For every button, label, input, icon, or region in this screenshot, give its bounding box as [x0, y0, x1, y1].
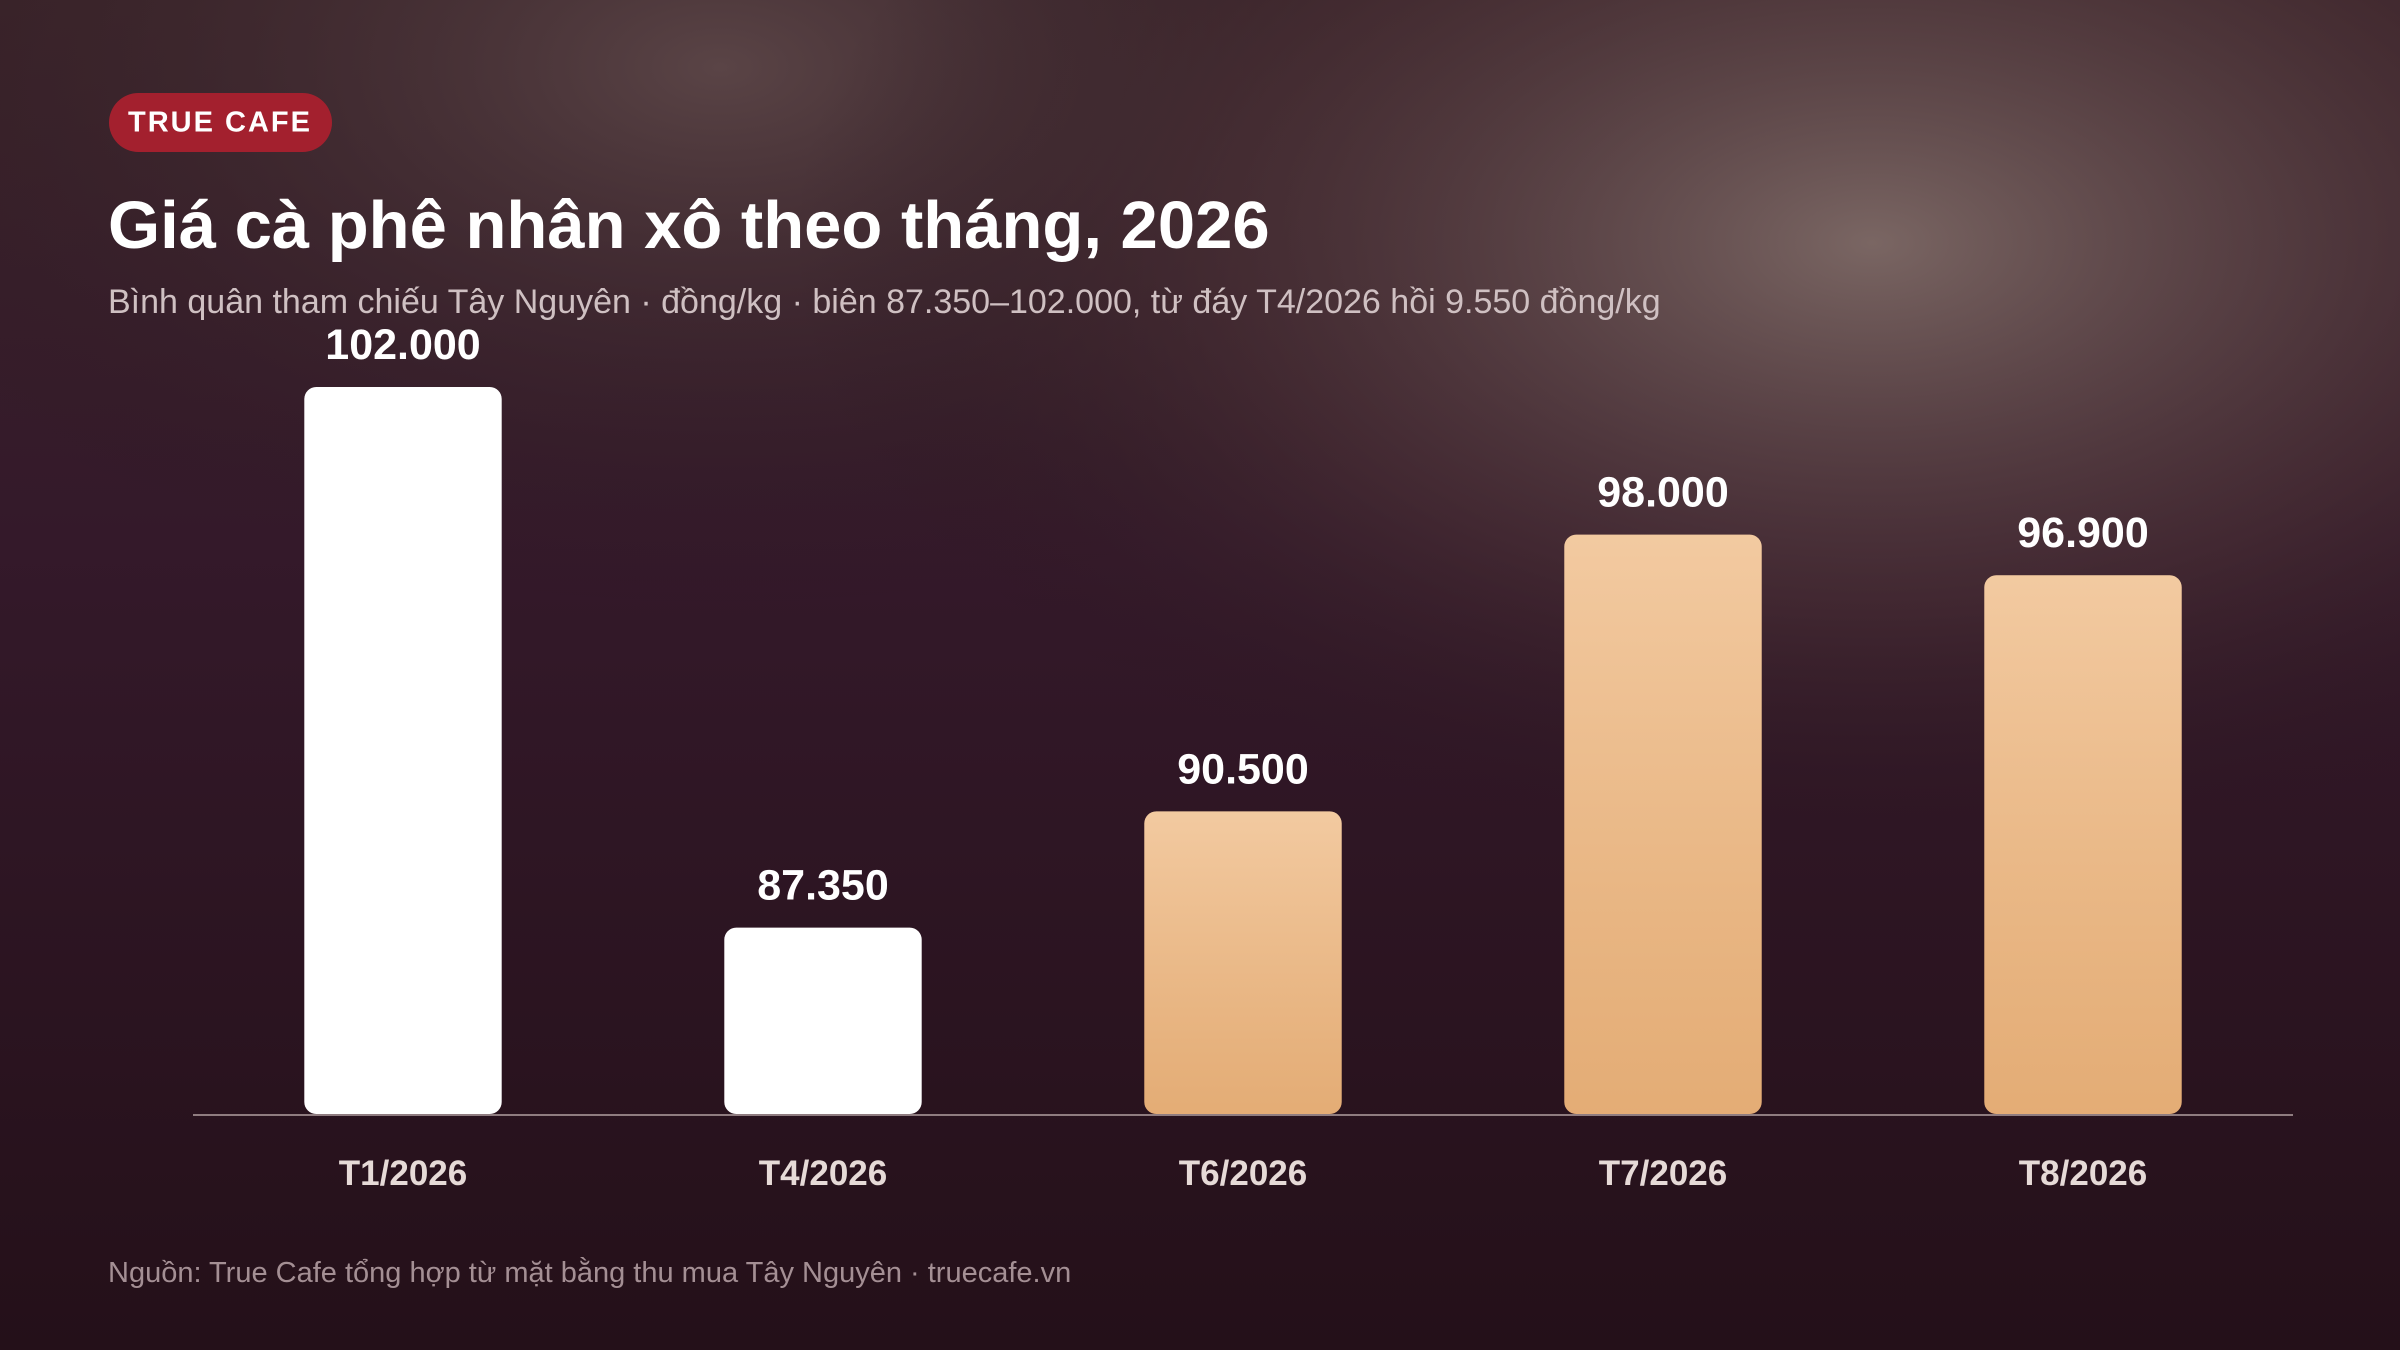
bar — [724, 927, 922, 1114]
x-tick-label: T7/2026 — [1599, 1154, 1727, 1193]
bar-shade — [1144, 811, 1342, 1114]
value-label: 96.900 — [2017, 509, 2149, 557]
x-tick-label: T4/2026 — [759, 1154, 887, 1193]
brand: TRUE CAFE — [128, 107, 312, 139]
x-tick-label: T8/2026 — [2019, 1154, 2147, 1193]
value-label: 102.000 — [325, 321, 480, 369]
bar — [304, 387, 502, 1114]
value-label: 87.350 — [757, 862, 889, 910]
brand-badge — [109, 93, 332, 152]
value-label: 98.000 — [1597, 469, 1729, 517]
bar-shade — [1984, 575, 2182, 1114]
x-tick-label: T6/2026 — [1179, 1154, 1307, 1193]
source: Nguồn: True Cafe tổng hợp từ mặt bằng th… — [108, 1256, 1071, 1289]
value-label: 90.500 — [1177, 745, 1309, 793]
chart-subtitle: Bình quân tham chiếu Tây Nguyên · đồng/k… — [108, 283, 1661, 321]
bar-shade — [1564, 534, 1762, 1114]
chart-title: Giá cà phê nhân xô theo tháng, 2026 — [108, 188, 1270, 263]
x-tick-label: T1/2026 — [339, 1154, 467, 1193]
